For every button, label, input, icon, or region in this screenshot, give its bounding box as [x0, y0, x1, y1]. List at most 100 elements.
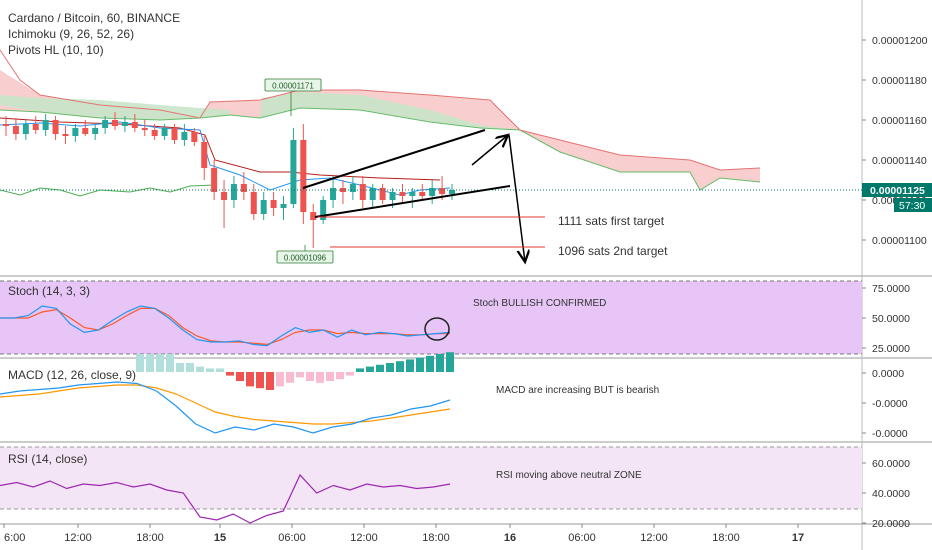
low-pivot-label: 0.00001096	[284, 254, 327, 263]
macd-histogram-bar	[276, 372, 284, 387]
tenkan-line	[0, 121, 451, 196]
macd-tick-label: -0.0000	[872, 428, 908, 440]
rsi-tick-label: 20.0000	[872, 518, 910, 530]
price-tick-label: 0.00001100	[872, 235, 927, 247]
price-tick-label: 0.00001140	[872, 155, 927, 167]
time-tick-label: 18:00	[422, 532, 450, 544]
candle-body	[181, 132, 188, 140]
candle-body	[191, 132, 198, 142]
stoch-tick-label: 50.0000	[872, 313, 910, 325]
candle-body	[42, 120, 49, 130]
time-tick-label: 17	[792, 532, 804, 544]
breakout-arrow	[471, 135, 508, 166]
wedge-upper-trendline	[302, 129, 486, 189]
macd-histogram-bar	[216, 368, 224, 372]
symbol-title[interactable]: Cardano / Bitcoin, 60, BINANCE	[8, 11, 181, 25]
macd-histogram-bar	[156, 354, 164, 372]
target1-label: 1111 sats first target	[558, 214, 665, 228]
kijun-line	[0, 117, 441, 181]
candle-body	[240, 184, 247, 192]
indicator-pivots[interactable]: Pivots HL (10, 10)	[8, 43, 104, 57]
candle-body	[62, 134, 69, 136]
macd-signal-line	[0, 384, 451, 425]
candle-body	[449, 190, 455, 194]
ichimoku-span-a	[0, 107, 761, 191]
candle-body	[102, 120, 109, 128]
macd-histogram-bar	[226, 372, 234, 376]
macd-histogram-bar	[146, 354, 154, 372]
macd-tick-label: -0.0000	[872, 398, 908, 410]
macd-histogram-bar	[296, 372, 304, 378]
time-tick-label: 6:00	[4, 532, 25, 544]
price-tick-label: 0.00001180	[872, 75, 927, 87]
stoch-circle-annotation	[424, 317, 450, 341]
high-pivot-label: 0.00001171	[272, 82, 314, 91]
rsi-note: RSI moving above neutral ZONE	[496, 470, 642, 481]
macd-histogram-bar	[426, 355, 434, 372]
macd-histogram-bar	[236, 372, 244, 381]
candle-body	[121, 122, 128, 126]
candle-body	[250, 192, 257, 214]
candle-body	[419, 192, 426, 196]
macd-histogram-bar	[416, 357, 424, 372]
candle-body	[12, 126, 19, 134]
candle-body	[141, 128, 148, 130]
macd-line	[0, 381, 451, 434]
macd-histogram-bar	[306, 372, 314, 381]
price-tick-label: 0.00001160	[872, 115, 927, 127]
rsi-line	[0, 473, 451, 524]
stoch-title: Stoch (14, 3, 3)	[8, 284, 90, 298]
candle-body	[429, 188, 436, 196]
macd-histogram-bar	[176, 363, 184, 372]
macd-histogram-bar	[346, 372, 354, 376]
time-tick-label: 12:00	[350, 532, 378, 544]
candle-body	[260, 200, 267, 214]
macd-histogram-bar	[446, 352, 454, 372]
macd-tick-label: 0.0000	[872, 368, 904, 380]
macd-histogram-bar	[406, 359, 414, 372]
candle-body	[72, 128, 79, 136]
macd-histogram-bar	[436, 354, 444, 372]
candle-body	[290, 140, 297, 204]
candle-body	[32, 124, 39, 130]
macd-histogram-bar	[376, 364, 384, 372]
candle-body	[151, 130, 158, 136]
candle-body	[161, 128, 168, 136]
macd-histogram-bar	[246, 372, 254, 387]
macd-title: MACD (12, 26, close, 9)	[8, 368, 136, 382]
macd-histogram-bar	[206, 368, 214, 372]
stoch-note: Stoch BULLISH CONFIRMED	[473, 298, 606, 309]
time-tick-label: 18:00	[712, 532, 740, 544]
candle-body	[131, 122, 138, 128]
candle-body	[300, 140, 307, 212]
stoch-band	[0, 281, 862, 354]
chart-header: Cardano / Bitcoin, 60, BINANCE Ichimoku …	[8, 10, 180, 58]
time-tick-label: 06:00	[278, 532, 306, 544]
time-tick-label: 06:00	[568, 532, 596, 544]
candle-body	[379, 188, 386, 200]
candle-body	[92, 128, 99, 134]
candle-body	[22, 124, 29, 134]
macd-histogram-bar	[386, 363, 394, 372]
candle-body	[230, 184, 237, 200]
time-tick-label: 18:00	[136, 532, 164, 544]
macd-histogram-bar	[286, 372, 294, 383]
candle-body	[3, 124, 9, 126]
rsi-tick-label: 40.0000	[872, 488, 910, 500]
time-tick-label: 16	[504, 532, 516, 544]
candle-body	[82, 128, 89, 134]
candle-body	[399, 192, 406, 196]
macd-histogram-bar	[186, 363, 194, 372]
macd-histogram-bar	[326, 372, 334, 381]
indicator-ichimoku[interactable]: Ichimoku (9, 26, 52, 26)	[8, 27, 135, 41]
countdown-label: 57:30	[899, 200, 925, 212]
macd-histogram-bar	[356, 368, 364, 372]
candle-body	[349, 184, 356, 192]
target-arrow	[508, 134, 525, 262]
macd-histogram-bar	[266, 372, 274, 390]
macd-histogram-bar	[256, 372, 264, 389]
candle-body	[389, 192, 396, 200]
target2-label: 1096 sats 2nd target	[558, 244, 668, 258]
candle-body	[280, 204, 287, 208]
